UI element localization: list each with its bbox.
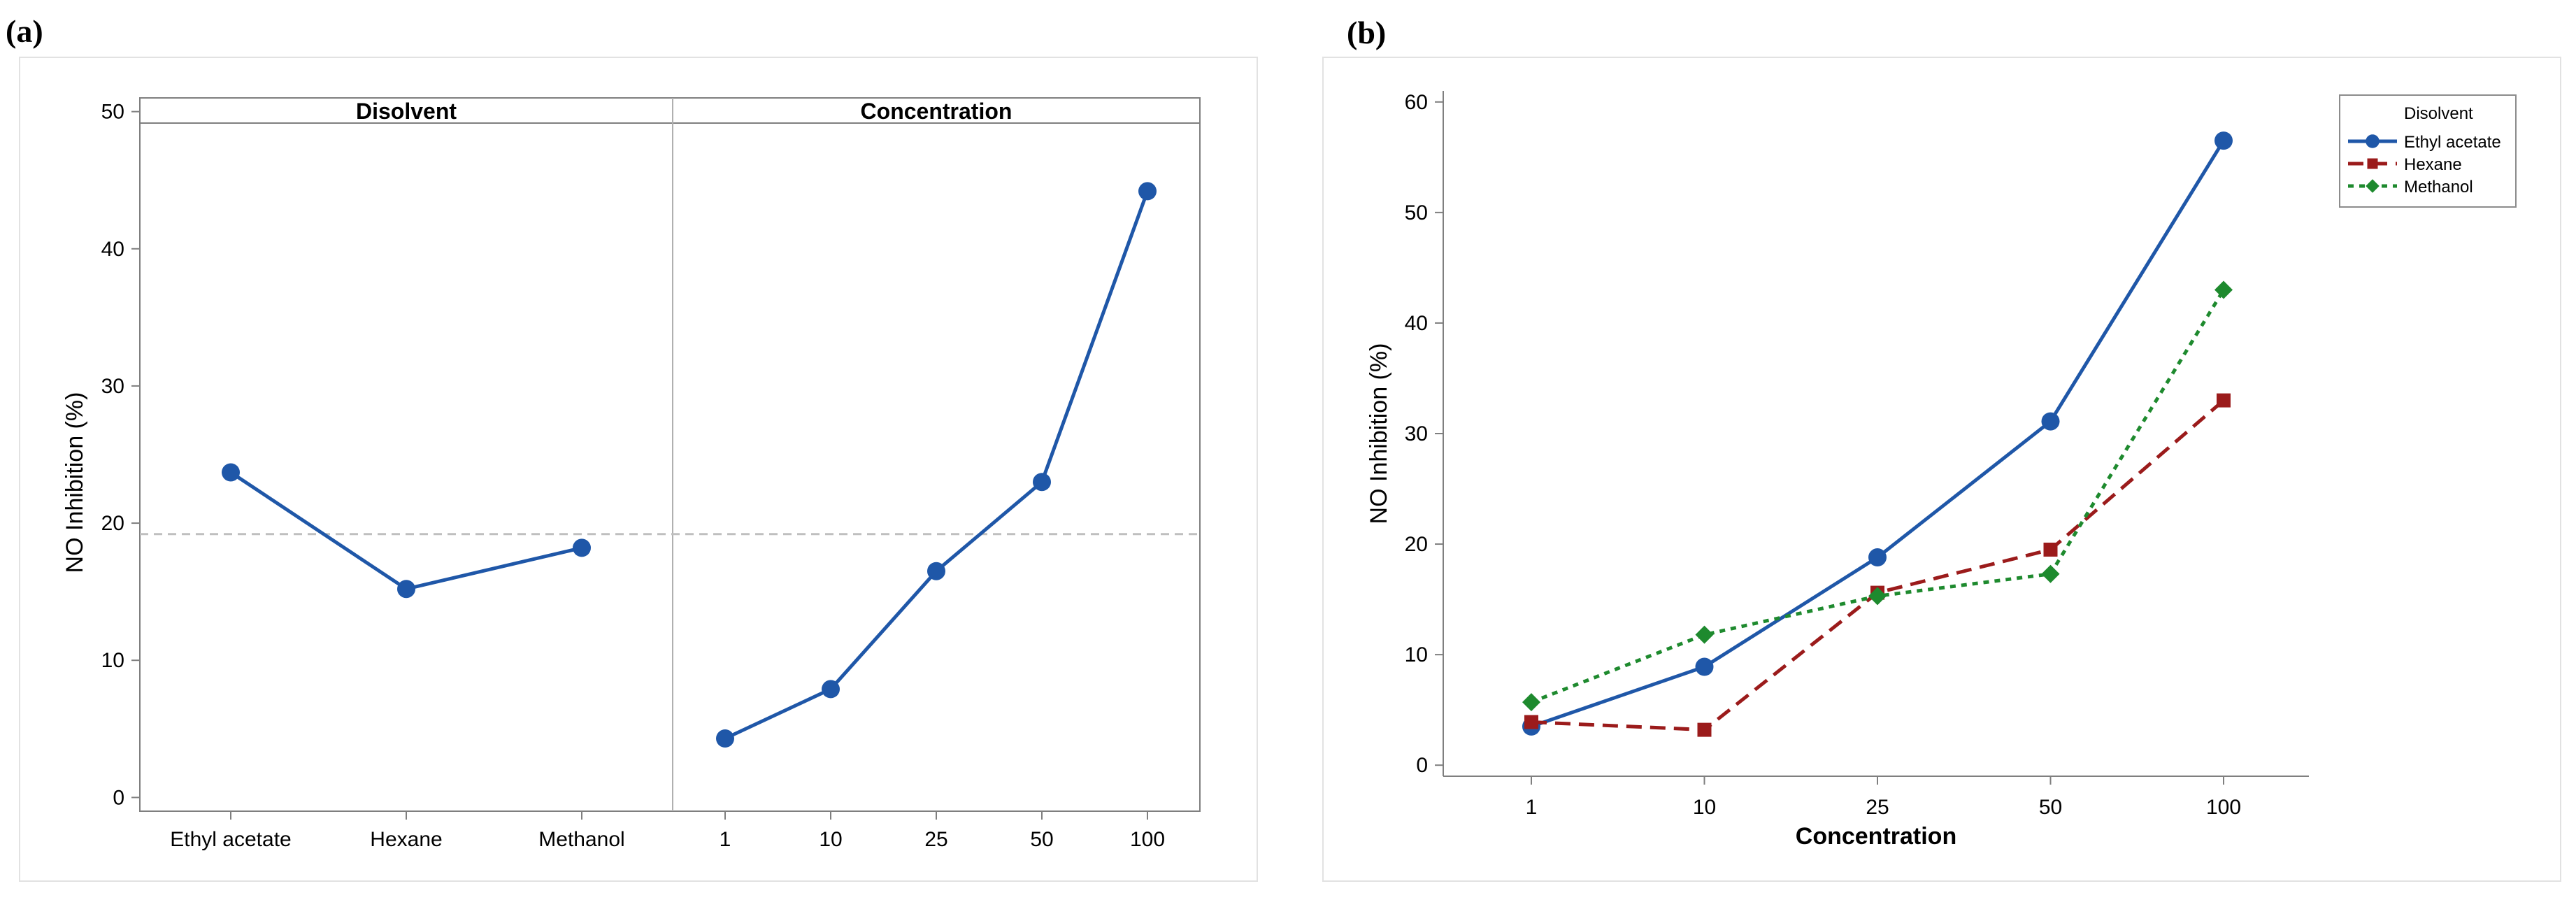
point-hexane-100	[2217, 393, 2231, 408]
x-tick-label-a-1: 1	[720, 828, 731, 851]
x-tick-label-a-hexane: Hexane	[370, 828, 442, 851]
legend-marker-methanol	[2366, 179, 2380, 193]
point-hexane-1	[1524, 715, 1538, 729]
x-tick-label-b-100: 100	[2206, 796, 2241, 819]
point-disolvent-hexane	[397, 580, 415, 599]
panel-a-label: (a)	[6, 13, 43, 49]
plot-a-border	[139, 97, 1201, 812]
point-disolvent-ethyl-acetate	[222, 463, 240, 482]
point-hexane-10	[1697, 722, 1712, 737]
legend-title: Disolvent	[2404, 104, 2473, 123]
point-methanol-1	[1522, 693, 1540, 712]
point-methanol-10	[1695, 625, 1714, 644]
y-tick-label-a-0: 0	[113, 786, 124, 809]
x-tick-label-a-100: 100	[1130, 828, 1165, 851]
point-ethyl-acetate-25	[1868, 548, 1887, 567]
x-tick-label-b-25: 25	[1866, 796, 1889, 819]
point-concentration-1	[716, 729, 734, 748]
point-concentration-100	[1138, 182, 1157, 201]
legend-label-ethyl-acetate: Ethyl acetate	[2404, 133, 2501, 152]
facet-strip-disolvent: Disolvent	[356, 99, 457, 124]
x-tick-label-a-ethyl-acetate: Ethyl acetate	[170, 828, 291, 851]
chart-b: 0 10 20 30 40 50 60 1 10 25 50 100 Concentration NO I…	[1366, 91, 2517, 850]
point-methanol-100	[2214, 280, 2233, 299]
y-tick-label-a-40: 40	[101, 238, 124, 261]
point-concentration-25	[927, 562, 945, 580]
y-tick-label-b-0: 0	[1416, 754, 1428, 777]
y-tick-label-a-20: 20	[101, 512, 124, 535]
y-tick-label-b-60: 60	[1405, 91, 1428, 114]
chart-a: 0 10 20 30 40 50 NO Inhibition (%) Disolvent Eth…	[62, 97, 1201, 851]
y-tick-label-b-10: 10	[1405, 643, 1428, 666]
point-ethyl-acetate-50	[2041, 412, 2060, 431]
panel-a-frame	[19, 57, 1258, 882]
x-tick-label-a-10: 10	[819, 828, 842, 851]
y-axis-title-a: NO Inhibition (%)	[62, 392, 88, 573]
y-tick-label-b-50: 50	[1405, 201, 1428, 224]
y-tick-label-a-50: 50	[101, 101, 124, 124]
y-tick-label-a-30: 30	[101, 375, 124, 398]
x-tick-label-a-25: 25	[924, 828, 947, 851]
legend-label-methanol: Methanol	[2404, 178, 2473, 197]
y-tick-label-b-20: 20	[1405, 533, 1428, 556]
legend-marker-ethyl-acetate	[2366, 134, 2380, 148]
point-concentration-50	[1033, 473, 1051, 492]
y-tick-label-b-40: 40	[1405, 312, 1428, 335]
point-methanol-25	[1868, 587, 1887, 606]
x-tick-label-b-10: 10	[1693, 796, 1716, 819]
point-hexane-50	[2043, 542, 2058, 557]
x-tick-label-b-1: 1	[1526, 796, 1538, 819]
legend-label-hexane: Hexane	[2404, 155, 2462, 174]
facet-strip-concentration: Concentration	[861, 99, 1012, 124]
point-disolvent-methanol	[573, 538, 591, 557]
x-tick-label-b-50: 50	[2039, 796, 2062, 819]
y-axis-title-b: NO Inhibition (%)	[1366, 343, 1392, 524]
point-concentration-10	[822, 680, 840, 699]
x-axis-title-b: Concentration	[1796, 823, 1956, 850]
point-ethyl-acetate-10	[1695, 657, 1714, 676]
point-ethyl-acetate-100	[2214, 131, 2233, 150]
y-tick-label-b-30: 30	[1405, 422, 1428, 445]
x-tick-label-a-methanol: Methanol	[538, 828, 624, 851]
x-tick-label-a-50: 50	[1030, 828, 1053, 851]
y-tick-label-a-10: 10	[101, 649, 124, 672]
point-methanol-50	[2041, 564, 2060, 583]
legend-marker-hexane	[2367, 158, 2378, 169]
panel-b-label: (b)	[1347, 15, 1386, 50]
